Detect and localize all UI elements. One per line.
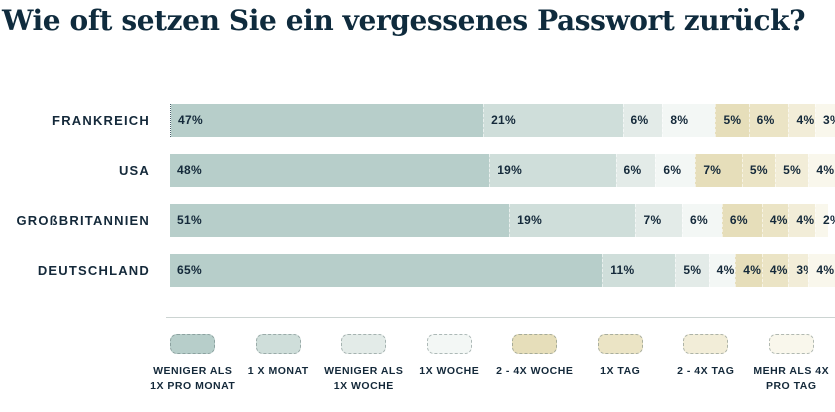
bar-segment: 5% (715, 104, 749, 137)
legend-swatch (255, 334, 301, 354)
label-bar-gap (150, 204, 170, 237)
stacked-bar: 48% 19% 6% 6% 7% 5% 5% 4% (170, 154, 835, 187)
bar-segment: 11% (602, 254, 676, 287)
chart-row: DEUTSCHLAND 65% 11% 5% 4% 4% 4% 3% 4% (0, 254, 835, 287)
category-label: USA (118, 163, 150, 178)
bar-segment: 4% (761, 204, 789, 237)
legend-item: 1X WOCHE (407, 334, 493, 394)
bar-segment: 3% (815, 104, 835, 137)
bar-segment: 3% (788, 254, 814, 287)
legend-label: 1 X MONAT (247, 365, 309, 377)
bar-segment: 6% (682, 204, 722, 237)
bar-segment: 5% (775, 154, 809, 187)
bar-segment: 6% (655, 154, 696, 187)
legend: WENIGER ALS 1X PRO MONAT 1 X MONAT WENIGER… (150, 334, 834, 394)
bar-segment: 51% (170, 204, 510, 237)
legend-item: 2 - 4X TAG (663, 334, 749, 394)
legend-swatch (768, 334, 814, 354)
bar-segment: 7% (635, 204, 683, 237)
bar-segment: 4% (735, 254, 762, 287)
legend-label: WENIGER ALS 1X WOCHE (324, 365, 404, 392)
category-label: GROßBRITANNIEN (16, 213, 150, 228)
label-bar-gap (150, 104, 170, 137)
stacked-bar: 51%19%7%6%6%4%4%2% (170, 204, 835, 237)
bar-segment: 7% (695, 154, 742, 187)
chart-row: USA 48% 19% 6% 6% 7% 5% 5% 4% (0, 154, 835, 187)
legend-label: 2 - 4X WOCHE (496, 365, 574, 377)
legend-label: 2 - 4X TAG (677, 365, 735, 377)
legend-item: MEHR ALS 4X PRO TAG (749, 334, 835, 394)
category-label: DEUTSCHLAND (37, 263, 150, 278)
legend-label: MEHR ALS 4X PRO TAG (753, 365, 830, 392)
bar-segment: 2% (815, 204, 835, 237)
bar-segment: 4% (761, 254, 789, 287)
legend-item: 2 - 4X WOCHE (492, 334, 578, 394)
stacked-bar: 65% 11% 5% 4% 4% 4% 3% 4% (170, 254, 835, 287)
legend-swatch (683, 334, 729, 354)
legend-item: WENIGER ALS 1X WOCHE (321, 334, 407, 394)
legend-item: 1X TAG (578, 334, 664, 394)
bar-segment: 65% (170, 254, 603, 287)
legend-item: WENIGER ALS 1X PRO MONAT (150, 334, 236, 394)
bar-segment: 8% (662, 104, 716, 137)
legend-label: WENIGER ALS 1X PRO MONAT (150, 365, 236, 392)
bar-segment: 5% (741, 154, 776, 187)
bar-segment: 4% (788, 104, 816, 137)
bar-segment: 48% (170, 154, 490, 187)
stacked-bar-chart: FRANKREICH47%21%6%8%5%6%4%3%USA48%19%6%6… (0, 104, 835, 304)
bar-segment: 4% (808, 154, 835, 187)
bar-segment: 47% (171, 104, 484, 137)
bar-segment: 4% (808, 254, 835, 287)
legend-label: 1X TAG (600, 365, 641, 377)
bar-segment: 6% (622, 104, 663, 137)
legend-swatch (512, 334, 558, 354)
legend-swatch (426, 334, 472, 354)
legend-swatch (341, 334, 387, 354)
label-bar-gap (150, 154, 170, 187)
bar-segment: 4% (788, 204, 815, 237)
category-label: FRANKREICH (52, 113, 150, 128)
bar-segment: 19% (509, 204, 636, 237)
bar-segment: 6% (615, 154, 656, 187)
page-title: Wie oft setzen Sie ein vergessenes Passw… (2, 4, 806, 37)
legend-item: 1 X MONAT (236, 334, 322, 394)
bar-segment: 6% (721, 204, 762, 237)
bar-segment: 19% (489, 154, 616, 187)
bar-segment: 6% (748, 104, 789, 137)
legend-swatch (597, 334, 643, 354)
bar-segment: 21% (483, 104, 623, 137)
legend-swatch (170, 334, 216, 354)
legend-divider (166, 317, 835, 318)
legend-label: 1X WOCHE (419, 365, 480, 377)
bar-segment: 5% (675, 254, 709, 287)
stacked-bar: 47%21%6%8%5%6%4%3% (170, 104, 835, 137)
label-bar-gap (150, 254, 170, 287)
bar-segment: 4% (708, 254, 736, 287)
